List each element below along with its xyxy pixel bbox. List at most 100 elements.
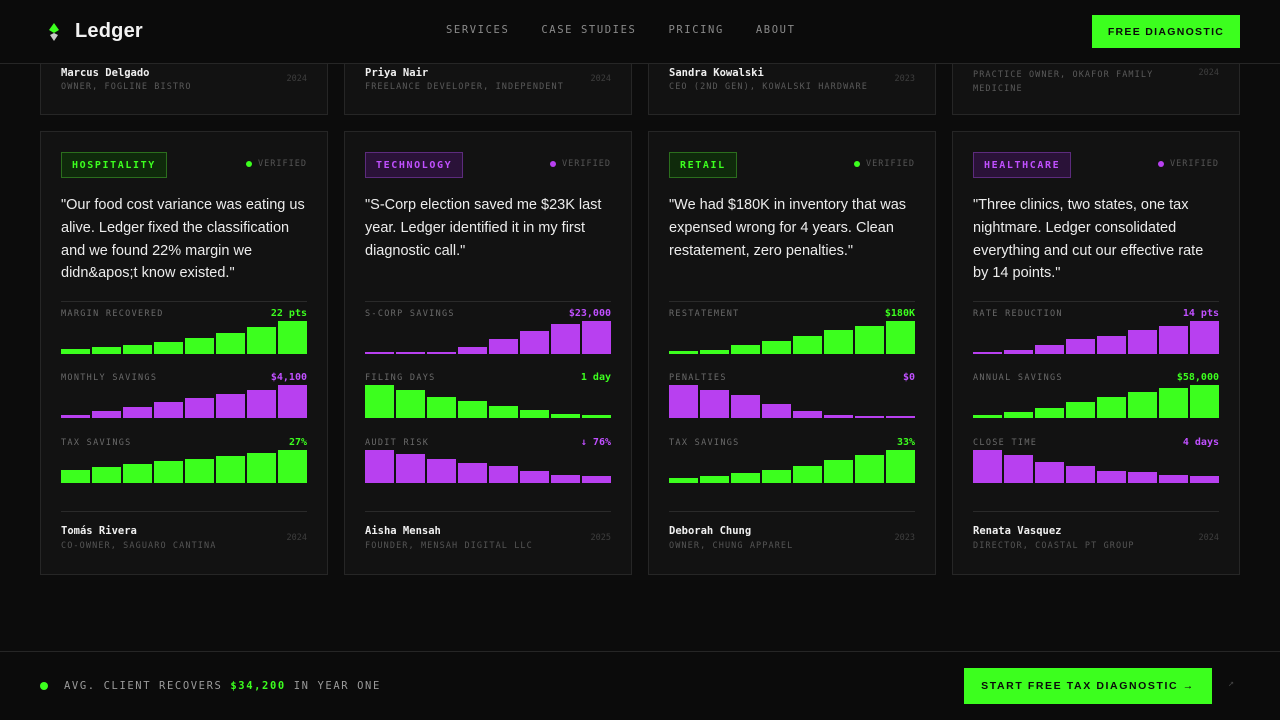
- metric-bar: [278, 321, 307, 354]
- metric-value: $180K: [884, 308, 915, 319]
- metric-bar: [762, 470, 791, 483]
- nav-about[interactable]: ABOUT: [755, 24, 796, 36]
- metric-bar: [1128, 330, 1157, 354]
- metric-bar: [551, 324, 580, 354]
- main-nav: SERVICES CASE STUDIES PRICING ABOUT: [446, 24, 796, 36]
- metric-bar: [185, 459, 214, 483]
- metric-bar: [396, 454, 425, 483]
- person-year: 2024: [286, 533, 307, 543]
- metric-bar: [216, 394, 245, 418]
- metric-bar: [61, 415, 90, 418]
- metric-label: FILING DAYS: [365, 373, 436, 383]
- person-role: FOUNDER, MENSAH DIGITAL LLC: [365, 541, 533, 551]
- metric-bar: [489, 406, 518, 418]
- metric-row: ANNUAL SAVINGS $58,000: [973, 372, 1219, 429]
- person-name: Priya Nair: [365, 67, 429, 79]
- metric-value: 4 days: [1182, 437, 1219, 448]
- metric-bar-chart: [973, 385, 1219, 418]
- metric-bar: [1066, 402, 1095, 418]
- person-year: 2024: [1198, 68, 1219, 78]
- free-diagnostic-button[interactable]: FREE DIAGNOSTIC: [1092, 15, 1240, 48]
- testimonial-quote: "Three clinics, two states, one tax nigh…: [973, 197, 1204, 282]
- metric-bar: [185, 398, 214, 418]
- metric-bar-chart: [61, 321, 307, 354]
- metric-bar: [427, 459, 456, 483]
- metric-bar: [278, 450, 307, 483]
- industry-badge: HEALTHCARE: [973, 152, 1072, 178]
- metric-bar: [154, 461, 183, 483]
- testimonial-card: HOSPITALITY VERIFIED "Our food cost varian…: [40, 131, 328, 575]
- metric-bar: [700, 350, 729, 354]
- metric-value: $0: [902, 372, 915, 383]
- metric-row: CLOSE TIME 4 days: [973, 437, 1219, 494]
- metric-bar: [669, 351, 698, 354]
- metric-bar: [855, 326, 884, 354]
- metric-label: MONTHLY SAVINGS: [61, 373, 158, 383]
- metric-bar: [365, 352, 394, 354]
- testimonial-quote: "We had $180K in inventory that was expe…: [669, 197, 907, 259]
- external-arrow-icon[interactable]: ↗: [1228, 678, 1235, 689]
- metric-bar: [1035, 408, 1064, 418]
- metric-value: $58,000: [1176, 372, 1219, 383]
- divider: [365, 511, 611, 512]
- metric-value: 14 pts: [1182, 308, 1219, 319]
- metric-bar-chart: [669, 321, 915, 354]
- metric-bar: [1190, 476, 1219, 483]
- recovery-prefix: AVG. CLIENT RECOVERS: [64, 680, 223, 692]
- nav-case-studies[interactable]: CASE STUDIES: [541, 24, 637, 36]
- nav-pricing[interactable]: PRICING: [668, 24, 724, 36]
- metric-bar: [793, 411, 822, 418]
- metric-bar: [582, 321, 611, 354]
- metric-bar: [61, 349, 90, 354]
- brand-name: Ledger: [75, 20, 143, 42]
- verified-indicator: VERIFIED: [854, 159, 915, 169]
- metric-label: MARGIN RECOVERED: [61, 309, 164, 319]
- metric-bar: [762, 404, 791, 418]
- metric-bar: [61, 470, 90, 483]
- bottom-cta-bar: AVG. CLIENT RECOVERS $34,200 IN YEAR ONE…: [0, 651, 1280, 720]
- metric-bar: [92, 347, 121, 354]
- metric-bar: [247, 453, 276, 483]
- metric-bar: [520, 331, 549, 354]
- metric-label: CLOSE TIME: [973, 438, 1038, 448]
- metric-bar: [520, 471, 549, 483]
- metric-bar: [1004, 412, 1033, 418]
- metric-bar: [1128, 472, 1157, 483]
- start-diagnostic-button[interactable]: START FREE TAX DIAGNOSTIC →: [964, 668, 1212, 704]
- metric-bar: [1066, 339, 1095, 354]
- metric-bar: [855, 416, 884, 418]
- divider: [365, 301, 611, 302]
- metric-bar: [92, 411, 121, 418]
- metric-label: ANNUAL SAVINGS: [973, 373, 1063, 383]
- verified-dot-icon: [550, 161, 557, 167]
- brand-logo[interactable]: Ledger: [47, 20, 143, 43]
- verified-dot-icon: [854, 161, 861, 167]
- metric-value: 27%: [288, 437, 307, 448]
- testimonial-quote: "S-Corp election saved me $23K last year…: [365, 197, 602, 259]
- person-name: Deborah Chung: [669, 525, 752, 537]
- person-role: OWNER, CHUNG APPAREL: [669, 541, 794, 551]
- recovery-suffix: IN YEAR ONE: [293, 680, 381, 692]
- person-role: OWNER, FOGLINE BISTRO: [61, 82, 192, 92]
- metric-label: TAX SAVINGS: [669, 438, 740, 448]
- metric-bar: [762, 341, 791, 354]
- industry-badge: TECHNOLOGY: [365, 152, 464, 178]
- metric-bar-chart: [669, 450, 915, 483]
- metric-bar: [973, 352, 1002, 354]
- metric-label: RATE REDUCTION: [973, 309, 1063, 319]
- person-name: Aisha Mensah: [365, 525, 441, 537]
- metric-bar: [700, 476, 729, 483]
- site-header: Ledger SERVICES CASE STUDIES PRICING ABO…: [0, 0, 1280, 64]
- testimonial-card: HEALTHCARE VERIFIED "Three clinics, two st…: [952, 131, 1240, 575]
- testimonial-card: RETAIL VERIFIED "We had $180K in inventory…: [648, 131, 936, 575]
- metric-row: MARGIN RECOVERED 22 pts: [61, 308, 307, 365]
- nav-services[interactable]: SERVICES: [446, 24, 510, 36]
- testimonial-quote: "Our food cost variance was eating us al…: [61, 197, 305, 282]
- metric-bar: [731, 395, 760, 418]
- metric-bar: [458, 401, 487, 418]
- metric-bar-chart: [973, 321, 1219, 354]
- industry-badge: HOSPITALITY: [61, 152, 167, 178]
- metric-value: ↓ 76%: [580, 437, 611, 448]
- divider: [973, 301, 1219, 302]
- metric-row: MONTHLY SAVINGS $4,100: [61, 372, 307, 429]
